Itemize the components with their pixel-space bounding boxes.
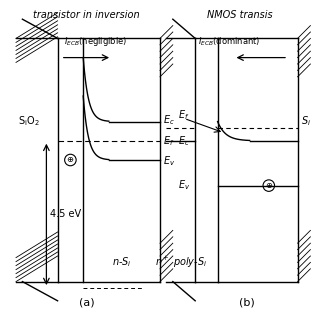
Text: $E_v$: $E_v$	[163, 155, 175, 169]
Text: (a): (a)	[79, 297, 94, 307]
Text: $\oplus$: $\oplus$	[66, 156, 75, 164]
Text: n-$S_i$: n-$S_i$	[112, 255, 132, 269]
Text: $E_f$: $E_f$	[163, 134, 175, 148]
Text: $S_i$: $S_i$	[301, 115, 311, 129]
Text: transistor in inversion: transistor in inversion	[33, 10, 140, 20]
Text: $E_f$: $E_f$	[178, 108, 189, 122]
Text: $E_c$: $E_c$	[178, 134, 189, 148]
Text: $E_c$: $E_c$	[163, 113, 175, 127]
Text: $E_v$: $E_v$	[178, 179, 190, 193]
Text: $\mathrm{S_iO_2}$: $\mathrm{S_iO_2}$	[18, 115, 40, 129]
Text: (b): (b)	[238, 297, 254, 307]
Text: 4.5 eV: 4.5 eV	[50, 209, 81, 220]
Text: $I_{ECB}$(dominant): $I_{ECB}$(dominant)	[198, 36, 261, 48]
Text: n$^+$ poly-$S_i$: n$^+$ poly-$S_i$	[155, 255, 207, 270]
Text: NMOS transis: NMOS transis	[207, 10, 273, 20]
Text: $I_{ECB}$(negligible): $I_{ECB}$(negligible)	[64, 35, 127, 48]
Text: $\oplus$: $\oplus$	[265, 181, 273, 190]
